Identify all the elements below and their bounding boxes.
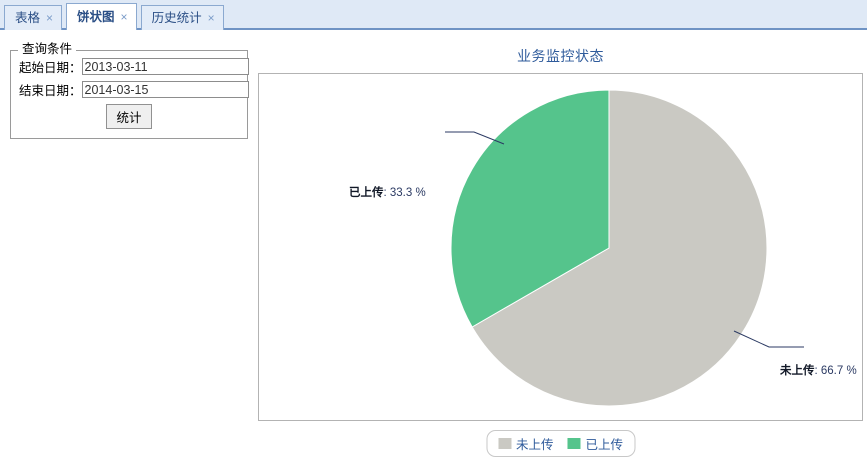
pie-svg	[445, 89, 804, 407]
pie-label-uploaded: 已上传: 33.3 %	[349, 187, 426, 200]
pie-slice-uploaded[interactable]	[450, 89, 610, 328]
tab-history-stats[interactable]: 历史统计 ×	[140, 5, 224, 30]
leader-line-uploaded	[445, 131, 505, 145]
chart-legend: 未上传 已上传	[485, 430, 636, 457]
close-icon[interactable]: ×	[120, 10, 128, 24]
pie-label-uploaded-sep: :	[383, 187, 390, 199]
start-date-label: 起始日期：	[19, 61, 82, 75]
end-date-input[interactable]	[81, 81, 249, 98]
pie-chart-panel: 业务监控状态 已上传: 33.3 % 未上传: 66.7 % 未上传 已上传	[258, 38, 863, 463]
tab-history-stats-label: 历史统计	[151, 10, 202, 25]
legend-item-not-uploaded-label: 未上传	[515, 438, 554, 452]
legend-swatch-icon	[497, 438, 511, 449]
leader-line-not-uploaded	[733, 330, 804, 348]
chart-title: 业务监控状态	[517, 48, 604, 64]
tab-strip: 表格 × 饼状图 × 历史统计 ×	[0, 0, 867, 30]
pie-label-not-uploaded-name: 未上传	[780, 365, 815, 377]
legend-item-uploaded-label: 已上传	[585, 438, 624, 452]
tab-pie-chart[interactable]: 饼状图 ×	[66, 3, 137, 30]
tab-pie-chart-label: 饼状图	[77, 9, 115, 24]
legend-item-not-uploaded[interactable]: 未上传	[497, 434, 554, 453]
pie-label-not-uploaded: 未上传: 66.7 %	[780, 365, 857, 378]
pie-slice-not-uploaded[interactable]	[471, 89, 768, 407]
query-conditions-title: 查询条件	[18, 43, 77, 56]
end-date-row: 结束日期：	[19, 80, 249, 99]
query-conditions-panel: 查询条件 起始日期： 结束日期： 统计	[10, 43, 249, 139]
legend-item-uploaded[interactable]: 已上传	[567, 434, 624, 453]
close-icon[interactable]: ×	[46, 11, 54, 25]
submit-row: 统计	[19, 104, 239, 129]
start-date-row: 起始日期：	[19, 57, 249, 76]
pie-label-not-uploaded-value: 66.7 %	[820, 365, 857, 377]
close-icon[interactable]: ×	[207, 11, 215, 25]
pie-label-not-uploaded-sep: :	[814, 365, 821, 377]
pie-label-uploaded-name: 已上传	[349, 187, 384, 199]
end-date-label: 结束日期：	[19, 84, 82, 98]
statistics-button[interactable]: 统计	[106, 104, 152, 129]
tab-table[interactable]: 表格 ×	[4, 5, 63, 30]
legend-swatch-icon	[567, 438, 581, 449]
tab-list: 表格 × 饼状图 × 历史统计 ×	[4, 3, 228, 30]
pie-label-uploaded-value: 33.3 %	[389, 187, 426, 199]
start-date-input[interactable]	[81, 58, 249, 75]
tab-table-label: 表格	[15, 10, 41, 25]
chart-plot-area: 已上传: 33.3 % 未上传: 66.7 %	[258, 73, 863, 421]
